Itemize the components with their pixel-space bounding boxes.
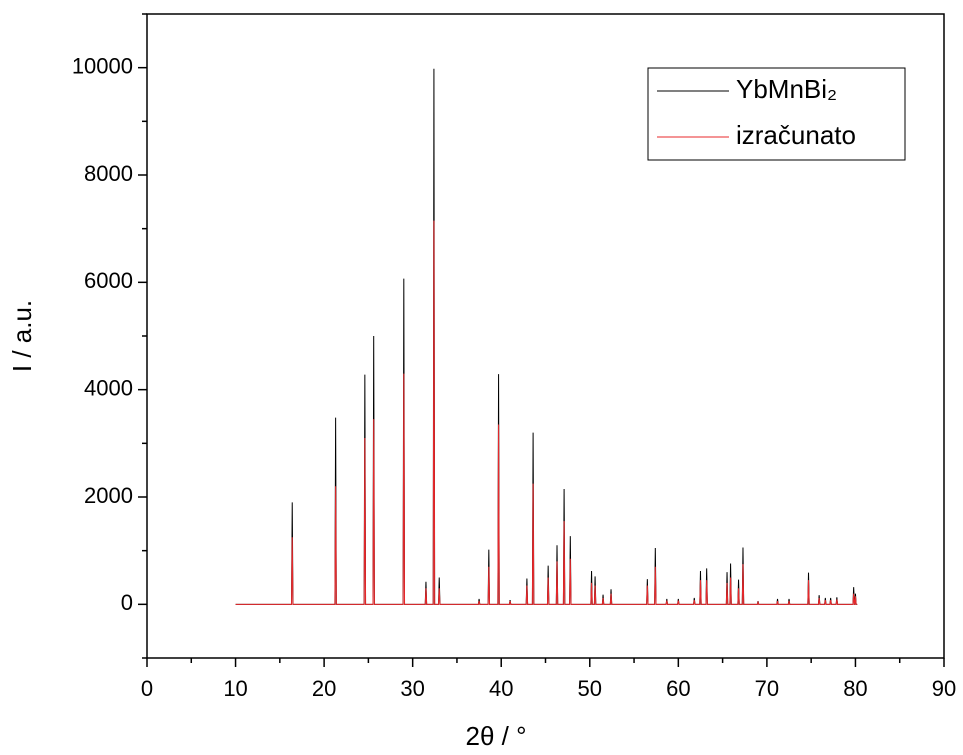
- legend-label: YbMnBi₂: [736, 74, 837, 104]
- x-axis-label: 2θ / °: [466, 721, 527, 751]
- x-tick-label: 20: [312, 676, 336, 701]
- x-tick-label: 70: [755, 676, 779, 701]
- x-tick-label: 10: [223, 676, 247, 701]
- y-tick-label: 0: [121, 590, 133, 615]
- legend-label: izračunato: [736, 120, 856, 150]
- x-tick-label: 0: [141, 676, 153, 701]
- y-axis-label: I / a.u.: [7, 300, 37, 372]
- x-tick-label: 60: [666, 676, 690, 701]
- x-tick-label: 80: [843, 676, 867, 701]
- legend-box: [647, 67, 906, 161]
- y-tick-label: 10000: [72, 53, 133, 78]
- x-tick-label: 30: [400, 676, 424, 701]
- y-tick-label: 6000: [84, 268, 133, 293]
- y-tick-label: 2000: [84, 483, 133, 508]
- x-tick-label: 40: [489, 676, 513, 701]
- data-line: [235, 220, 858, 605]
- y-tick-label: 4000: [84, 375, 133, 400]
- x-tick-label: 90: [932, 676, 956, 701]
- x-tick-label: 50: [578, 676, 602, 701]
- y-tick-label: 8000: [84, 161, 133, 186]
